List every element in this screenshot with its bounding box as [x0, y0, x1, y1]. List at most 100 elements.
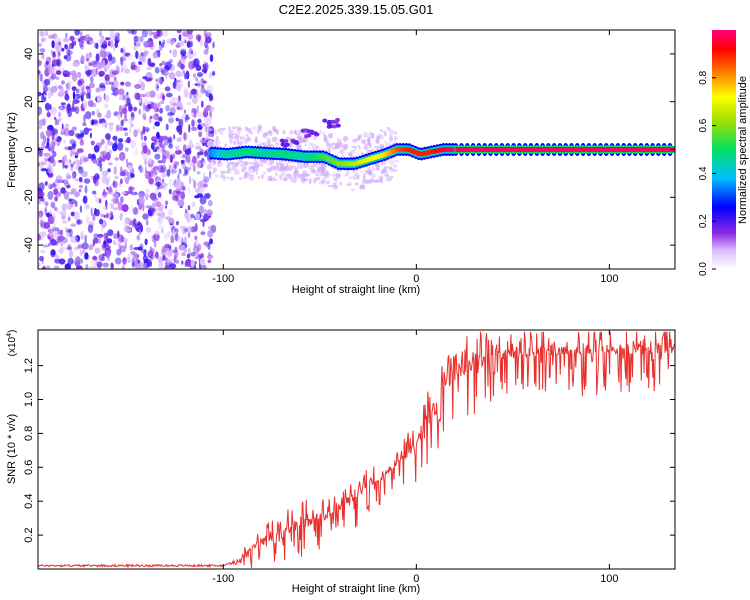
halo-cell [320, 164, 323, 167]
noise-cell [104, 144, 108, 153]
halo-cell [268, 142, 271, 148]
halo-cell [220, 170, 226, 175]
noise-cell [180, 104, 184, 111]
noise-cell [90, 259, 96, 266]
y-tick-label: 1.0 [23, 392, 35, 407]
noise-cell [121, 169, 129, 177]
noise-cell [178, 73, 186, 77]
noise-cell [169, 49, 172, 54]
y-tick-label: 0.4 [23, 494, 35, 509]
noise-cell [50, 85, 58, 93]
noise-cell [107, 162, 113, 166]
noise-cell [175, 117, 180, 122]
noise-cell [164, 61, 172, 70]
noise-cell [171, 249, 178, 254]
halo-cell [328, 143, 334, 148]
x-tick-label: 0 [413, 573, 419, 585]
noise-cell [84, 185, 88, 194]
noise-cell [38, 162, 41, 167]
noise-cell [38, 182, 45, 191]
halo-cell [370, 172, 376, 179]
noise-cell [38, 210, 44, 217]
noise-cell [79, 231, 85, 240]
noise-cell [182, 173, 186, 177]
noise-cell [162, 94, 166, 101]
noise-cell [194, 213, 201, 220]
noise-cell [204, 194, 211, 200]
noise-cell [180, 191, 185, 200]
halo-cell [251, 165, 256, 171]
noise-cell [209, 106, 215, 112]
noise-cell [178, 128, 183, 136]
noise-cell [100, 138, 105, 145]
halo-cell [227, 169, 230, 173]
noise-cell [137, 221, 141, 226]
halo-cell [384, 132, 387, 137]
noise-cell [139, 93, 147, 98]
noise-cell [177, 199, 185, 207]
noise-cell [46, 55, 51, 63]
noise-cell [144, 170, 152, 180]
noise-cell [112, 207, 118, 211]
halo-cell [389, 166, 393, 170]
noise-cell [207, 242, 211, 250]
halo-cell [320, 166, 326, 172]
halo-cell [270, 176, 276, 182]
halo-cell [286, 173, 293, 180]
noise-cell [97, 233, 104, 238]
noise-cell [79, 205, 83, 213]
halo-cell [328, 132, 333, 139]
halo-cell [351, 145, 357, 148]
halo-cell [261, 174, 264, 180]
noise-cell [79, 258, 84, 264]
noise-cell [53, 241, 59, 246]
halo-cell [325, 170, 329, 175]
halo-cell [352, 174, 359, 180]
noise-cell [96, 174, 100, 180]
noise-cell [62, 220, 68, 224]
branch-cell [326, 121, 332, 126]
halo-cell [215, 174, 219, 179]
halo-cell [293, 176, 299, 179]
noise-cell [184, 109, 186, 114]
halo-cell [244, 161, 249, 166]
halo-cell [289, 167, 293, 170]
noise-cell [152, 51, 159, 59]
noise-cell [73, 191, 80, 198]
noise-cell [181, 252, 187, 257]
noise-cell [117, 138, 124, 143]
noise-cell [103, 214, 106, 218]
branch-cell [304, 134, 309, 139]
x-tick-label: 100 [600, 273, 618, 285]
noise-cell [80, 95, 83, 101]
halo-cell [283, 167, 290, 172]
noise-cell [74, 30, 80, 36]
noise-cell [197, 181, 203, 189]
halo-cell [361, 139, 367, 144]
noise-cell [114, 40, 119, 49]
halo-cell [220, 131, 224, 136]
halo-cell [247, 129, 253, 133]
noise-cell [48, 57, 55, 60]
noise-cell [112, 79, 119, 88]
noise-cell [88, 244, 94, 251]
noise-cell [129, 204, 134, 213]
noise-cell [107, 229, 114, 237]
noise-cell [137, 36, 141, 42]
halo-cell [219, 174, 226, 178]
noise-cell [142, 30, 148, 38]
halo-cell [247, 161, 254, 165]
colorbar-tick-label: 0.2 [698, 214, 709, 228]
noise-cell [171, 38, 175, 45]
noise-cell [140, 132, 144, 141]
noise-cell [182, 132, 188, 141]
noise-cell [101, 170, 109, 177]
noise-cell [89, 132, 92, 139]
halo-cell [332, 182, 337, 188]
noise-cell [147, 209, 153, 217]
noise-cell [85, 92, 91, 99]
noise-cell [192, 96, 198, 105]
halo-cell [275, 172, 278, 177]
noise-cell [165, 205, 168, 209]
noise-cell [179, 181, 185, 187]
